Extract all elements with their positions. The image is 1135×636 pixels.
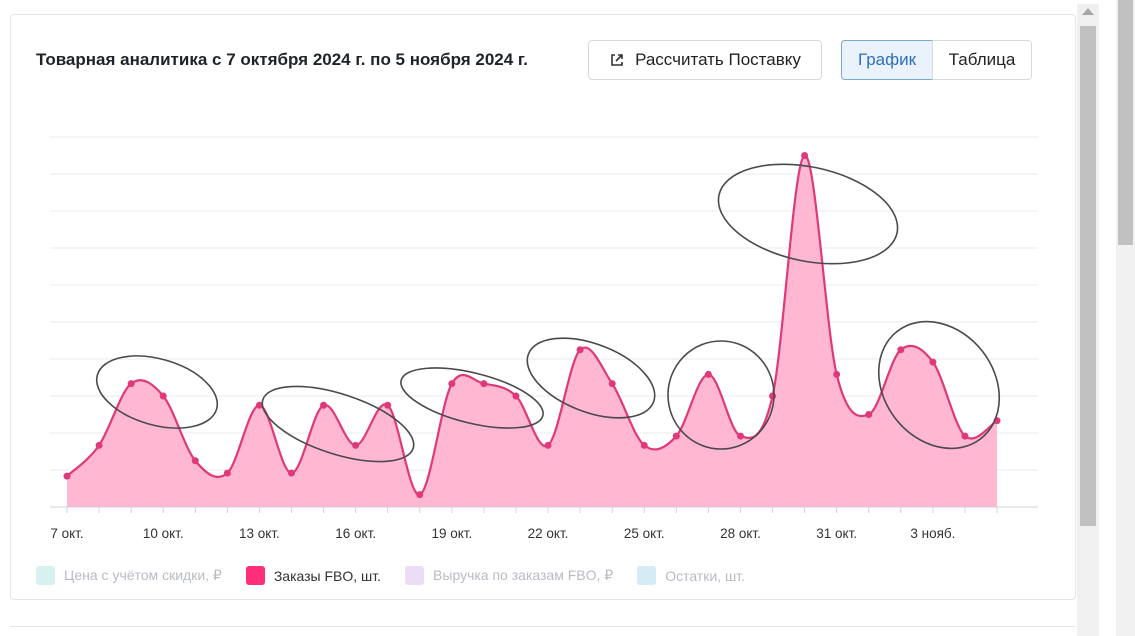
page-title: Товарная аналитика с 7 октября 2024 г. п…	[36, 50, 529, 69]
orders-data-point	[769, 392, 777, 400]
orders-data-point	[672, 432, 680, 440]
orders-data-point	[223, 469, 231, 477]
orders-data-point	[352, 441, 360, 449]
tab-graph[interactable]: График	[841, 40, 933, 80]
scroll-up-arrow-icon[interactable]	[1082, 8, 1094, 15]
orders-data-point	[480, 380, 488, 388]
orders-data-point	[897, 346, 905, 354]
annotation-ellipse	[667, 340, 775, 450]
legend-swatch	[405, 566, 425, 585]
orders-data-point	[865, 411, 873, 418]
legend-swatch	[36, 566, 55, 585]
legend-item[interactable]: Заказы FBO, шт.	[245, 566, 382, 585]
legend-item[interactable]: Цена с учётом скидки, ₽	[36, 566, 222, 585]
orders-data-point	[95, 441, 103, 449]
annotation-ellipse	[877, 320, 1001, 450]
orders-data-point	[191, 457, 199, 465]
chart-series	[66, 154, 998, 507]
x-tick-label: 19 окт.	[431, 526, 472, 541]
orders-data-point	[416, 491, 424, 499]
orders-data-point	[833, 370, 841, 378]
chart-annotations	[95, 163, 1001, 463]
chart-legend: Цена с учётом скидки, ₽ Заказы FBO, шт. Вы…	[36, 566, 769, 585]
orders-data-point	[320, 401, 328, 409]
legend-swatch	[637, 566, 657, 585]
legend-label: Выручка по заказам FBO, ₽	[433, 567, 614, 583]
legend-swatch	[245, 566, 265, 585]
orders-data-point	[255, 401, 263, 409]
orders-data-point	[512, 392, 520, 400]
orders-data-point	[63, 472, 71, 480]
x-axis: 7 окт. 10 окт. 13 окт. 16 окт. 19 окт. 22 окт…	[50, 507, 998, 541]
orders-data-point	[704, 370, 712, 378]
legend-item[interactable]: Остатки, шт.	[637, 566, 745, 585]
page-scrollbar-thumb[interactable]	[1118, 0, 1133, 245]
orders-data-point	[544, 441, 552, 449]
tab-table[interactable]: Таблица	[932, 40, 1032, 80]
x-tick-label: 13 окт.	[239, 526, 280, 541]
orders-data-point	[287, 469, 295, 477]
orders-data-point	[608, 380, 616, 388]
legend-label: Остатки, шт.	[665, 567, 745, 584]
orders-data-point	[448, 380, 456, 388]
calculate-supply-label: Рассчитать Поставку	[635, 50, 801, 69]
orders-data-point	[384, 401, 392, 409]
orders-data-point	[127, 380, 135, 388]
x-tick-label: 31 окт.	[816, 526, 857, 541]
orders-data-point	[576, 346, 584, 354]
chart-points	[63, 152, 1001, 499]
annotation-ellipse	[400, 367, 544, 429]
external-link-icon	[609, 52, 625, 68]
x-tick-label: 3 нояб.	[910, 526, 955, 541]
divider	[10, 626, 1076, 627]
orders-area-fill	[67, 155, 998, 507]
x-tick-label: 7 окт.	[50, 526, 83, 541]
orders-data-point	[159, 392, 167, 400]
x-tick-label: 25 окт.	[624, 526, 665, 541]
orders-data-point	[961, 432, 969, 440]
orders-data-point	[736, 432, 744, 440]
legend-label: Заказы FBO, шт.	[273, 567, 382, 584]
orders-data-point	[929, 358, 937, 366]
x-tick-label: 22 окт.	[528, 526, 569, 541]
annotation-ellipse	[526, 337, 656, 419]
x-tick-label: 10 окт.	[143, 526, 184, 541]
orders-data-point	[640, 441, 648, 449]
chart-scrollbar-thumb[interactable]	[1080, 26, 1096, 526]
calculate-supply-button[interactable]: Рассчитать Поставку	[588, 40, 822, 80]
orders-data-point	[801, 152, 809, 159]
annotation-ellipse	[95, 355, 219, 429]
x-tick-label: 16 окт.	[335, 526, 376, 541]
legend-item[interactable]: Выручка по заказам FBO, ₽	[405, 566, 613, 585]
annotation-ellipse	[717, 163, 899, 265]
legend-label: Цена с учётом скидки, ₽	[64, 567, 222, 583]
x-tick-label: 28 окт.	[720, 526, 761, 541]
annotation-ellipse	[261, 385, 415, 463]
orders-chart: 7 окт. 10 окт. 13 окт. 16 окт. 19 окт. 22 окт…	[50, 136, 1038, 541]
